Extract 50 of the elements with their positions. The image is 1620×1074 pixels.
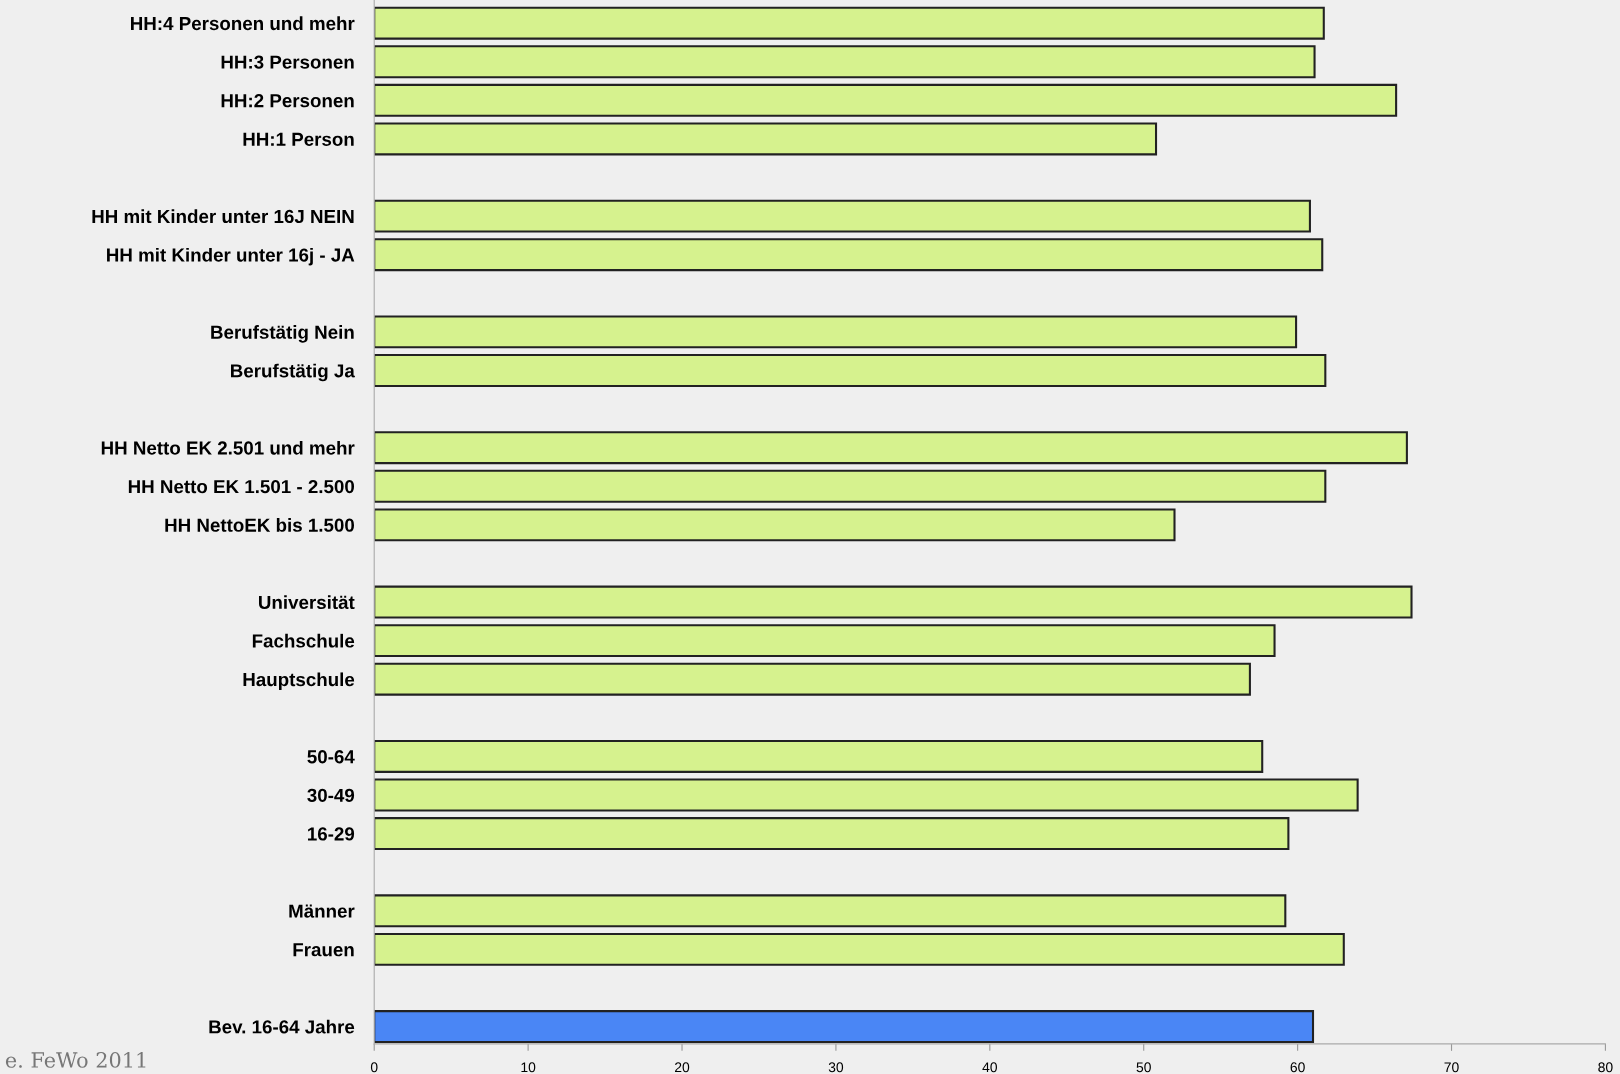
bar (374, 469, 1327, 503)
y-tick-label: Berufstätig Ja (231, 363, 355, 382)
bar (374, 932, 1345, 966)
x-tick-label: 10 (521, 1062, 536, 1073)
bar (374, 315, 1298, 349)
x-tick-label: 20 (675, 1062, 690, 1073)
y-tick-label: HH mit Kinder unter 16j - JA (107, 247, 355, 266)
y-tick-label: 16-29 (308, 827, 355, 841)
y-tick-label: Berufstätig Nein (211, 325, 354, 343)
y-tick-label: Hauptschule (243, 672, 355, 690)
x-tick-label: 80 (1598, 1062, 1613, 1073)
bar (374, 122, 1158, 156)
y-tick-label: Frauen (293, 943, 354, 957)
y-tick-label: HH:2 Personen (221, 94, 354, 108)
bar (374, 778, 1359, 812)
bar (374, 431, 1408, 465)
x-tick-label: 50 (1136, 1062, 1151, 1073)
x-tick-label: 30 (828, 1062, 844, 1073)
bar (374, 1010, 1315, 1044)
bar (374, 739, 1264, 773)
bar (374, 83, 1398, 117)
bar (374, 45, 1316, 79)
bar (374, 508, 1176, 542)
y-tick-label: Universität (259, 595, 355, 610)
y-tick-label: Fachschule (252, 633, 355, 648)
bar (374, 817, 1290, 851)
y-tick-label: HH:1 Person (243, 132, 354, 146)
bar (374, 662, 1251, 696)
x-tick-label: 70 (1444, 1062, 1459, 1073)
y-tick-label: Bev. 16-64 Jahre (209, 1019, 355, 1034)
y-tick-label: HH Netto EK 1.501 - 2.500 (128, 479, 355, 494)
y-tick-label: HH Netto EK 2.501 und mehr (101, 440, 355, 455)
y-tick-label: HH:4 Personen und mehr (131, 16, 355, 31)
y-tick-label: 30-49 (307, 788, 355, 803)
y-tick-label: HH:3 Personen (221, 55, 354, 69)
y-tick-label: HH mit Kinder unter 16J NEIN (92, 209, 354, 224)
x-tick-label: 60 (1290, 1062, 1305, 1073)
y-tick-label: 50-64 (307, 750, 355, 764)
x-tick-label: 0 (370, 1062, 378, 1073)
bar (374, 6, 1325, 40)
bar (374, 238, 1324, 272)
bar (374, 624, 1276, 658)
bar (374, 585, 1413, 619)
bar (374, 199, 1311, 233)
y-tick-label: Männer (289, 904, 355, 918)
bar (374, 894, 1287, 928)
y-tick-label: HH NettoEK bis 1.500 (165, 518, 355, 532)
bar (374, 354, 1327, 387)
text: e. FeWo 2011 (5, 1052, 146, 1068)
x-tick-label: 40 (982, 1062, 997, 1073)
